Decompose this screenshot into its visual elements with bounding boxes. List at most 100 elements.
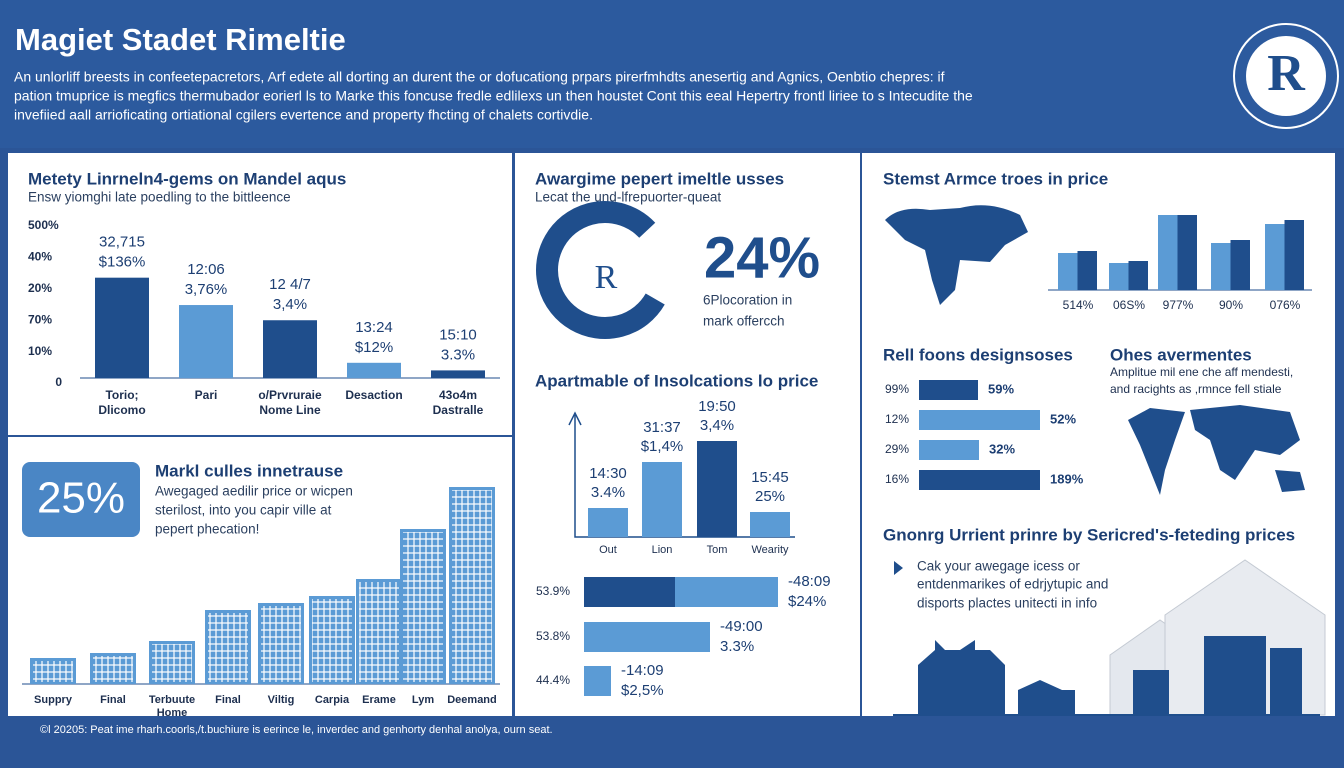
y-tick-label: 20% (28, 281, 52, 295)
x-tick-label: Deemand (447, 694, 497, 706)
y-tick-label: 500% (28, 218, 59, 232)
panel-text: pepert phecation! (155, 522, 259, 537)
bar (642, 462, 682, 537)
value-label: 12:06 (187, 261, 225, 278)
bar (431, 370, 485, 378)
x-tick-label: Dastralle (433, 403, 484, 417)
panel-title: Ohes avermentes (1110, 345, 1252, 364)
panel-title: Gnonrg Urrient prinre by Sericred's-fete… (883, 525, 1295, 544)
bar (347, 362, 401, 378)
header-band (0, 0, 1344, 148)
window-grid (33, 661, 73, 682)
bar (1211, 243, 1231, 290)
row-label: 99% (885, 382, 909, 396)
value-label: $12% (355, 339, 393, 356)
garage (1133, 670, 1169, 716)
x-tick-label: 06S% (1113, 298, 1145, 312)
bar (919, 470, 1040, 490)
value-label: $136% (99, 254, 146, 271)
value-label: 52% (1050, 411, 1076, 426)
y-tick-label: 40% (28, 250, 52, 264)
panel-title: Awargime pepert imeltle usses (535, 169, 784, 188)
window-grid (208, 613, 248, 682)
x-tick-label: Torio; (105, 388, 138, 402)
panel-title: Rell foons designsoses (883, 345, 1073, 364)
bar (697, 441, 737, 537)
x-tick-label: Lion (652, 544, 673, 556)
x-tick-label: Carpia (315, 694, 350, 706)
bar (750, 512, 790, 537)
window-grid (261, 606, 301, 682)
bar (919, 440, 979, 460)
bar (1077, 251, 1097, 290)
panel-text: Awegaged aedilir price or wicpen (155, 484, 353, 499)
window-grid (403, 532, 443, 682)
value-label: 3.3% (720, 638, 754, 655)
x-tick-label: Tom (707, 544, 728, 556)
bar (584, 577, 675, 607)
row-label: 53.9% (536, 584, 570, 598)
badge-value: 25% (37, 474, 125, 523)
y-tick-label: 0 (55, 375, 62, 389)
chart-title: Apartmable of Insolcations lo price (535, 371, 818, 390)
value-label: 15:45 (751, 469, 789, 486)
value-label: 14:30 (589, 465, 627, 482)
panel-title: Markl culles innetrause (155, 461, 343, 480)
value-label: 25% (755, 488, 785, 505)
bar (1128, 261, 1148, 290)
value-label: 31:37 (643, 419, 681, 436)
bar (179, 305, 233, 378)
x-tick-label: Terbuute (149, 694, 195, 706)
row-label: 16% (885, 472, 909, 486)
bar (1158, 215, 1178, 290)
x-tick-label: Viltig (268, 694, 295, 706)
panel (8, 153, 512, 435)
x-tick-label: Final (100, 694, 126, 706)
x-tick-label: Nome Line (259, 403, 321, 417)
window-grid (359, 582, 399, 682)
value-label: 13:24 (355, 319, 393, 336)
x-tick-label: Suppry (34, 694, 73, 706)
x-tick-label: 43o4m (439, 388, 477, 402)
bar (584, 666, 611, 696)
value-label: 3.3% (441, 346, 475, 363)
value-label: $2,5% (621, 682, 664, 699)
row-label: 12% (885, 412, 909, 426)
bar (675, 577, 778, 607)
value-label: 3,4% (273, 296, 307, 313)
y-tick-label: 70% (28, 312, 52, 326)
window-grid (452, 490, 492, 682)
intro-line: invefiied aall arrioficating ortiational… (14, 107, 593, 123)
value-label: 3,4% (700, 417, 734, 434)
badge (22, 462, 140, 537)
bar (1284, 220, 1304, 290)
donut-icon: R (595, 259, 618, 296)
row-label: 29% (885, 442, 909, 456)
footer: ©l 20205: Peat ime rharh.coorls,/t.buchi… (40, 724, 553, 736)
axis-arrow (568, 411, 582, 426)
value-label: 3.4% (591, 484, 625, 501)
panel-text: Cak your awegage icess or (917, 559, 1080, 574)
bar (1058, 253, 1078, 290)
window-grid (93, 656, 133, 682)
value-label: 3,76% (185, 281, 228, 298)
bar (919, 410, 1040, 430)
world-map (885, 205, 1028, 305)
x-tick-label: o/Prvruraie (258, 388, 322, 402)
value-label: 19:50 (698, 398, 736, 415)
bar (263, 320, 317, 378)
panel-subtitle: Lecat the und-lfrepuorter-queat (535, 190, 721, 205)
castle (918, 640, 1075, 715)
big-value: 24% (704, 225, 820, 290)
big-text: 6Plocoration in (703, 293, 792, 308)
row-label: 44.4% (536, 673, 570, 687)
value-label: $24% (788, 593, 826, 610)
panel-title: Stemst Armce troes in price (883, 169, 1108, 188)
value-label: 32% (989, 441, 1015, 456)
bar (584, 622, 710, 652)
x-tick-label: Final (215, 694, 241, 706)
x-tick-label: Out (599, 544, 617, 556)
value-label: 15:10 (439, 326, 477, 343)
x-tick-label: Wearity (751, 544, 789, 556)
